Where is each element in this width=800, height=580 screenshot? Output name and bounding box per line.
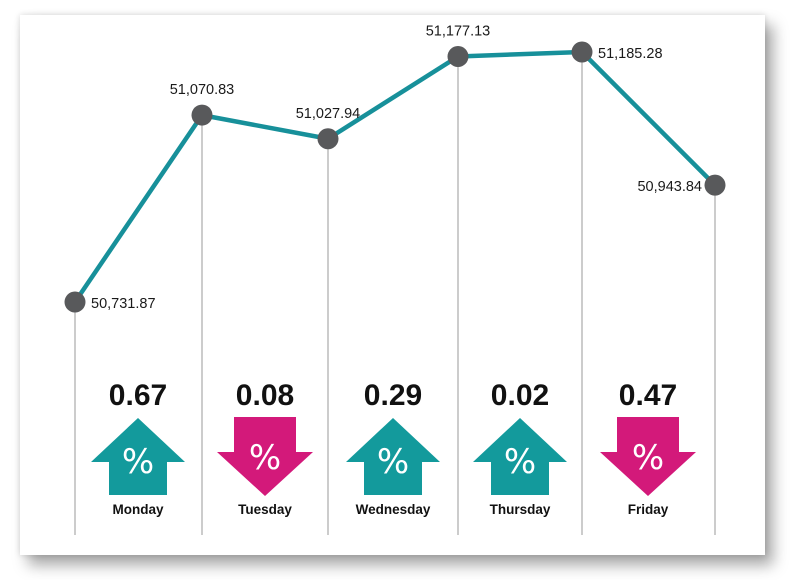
percent-icon-friday: % (632, 438, 664, 478)
up-arrow-icon-monday (91, 418, 185, 495)
percent-change-thursday: 0.02 (491, 379, 549, 412)
value-label-1: 51,070.83 (170, 82, 235, 98)
down-arrow-icon-friday (600, 417, 696, 496)
value-label-4: 51,185.28 (598, 46, 663, 62)
value-label-2: 51,027.94 (296, 106, 361, 122)
day-label-tuesday: Tuesday (238, 502, 292, 517)
value-label-3: 51,177.13 (426, 23, 491, 39)
percent-icon-monday: % (122, 442, 154, 482)
percent-change-friday: 0.47 (619, 379, 677, 412)
day-label-monday: Monday (112, 502, 163, 517)
percent-icon-wednesday: % (377, 442, 409, 482)
down-arrow-icon-tuesday (217, 417, 313, 496)
day-label-friday: Friday (628, 502, 669, 517)
data-point-2 (317, 128, 339, 150)
data-point-5 (704, 174, 726, 196)
data-point-4 (571, 41, 593, 63)
data-point-0 (64, 291, 86, 313)
data-point-3 (447, 45, 469, 67)
data-point-1 (191, 104, 213, 126)
day-label-wednesday: Wednesday (356, 502, 431, 517)
series-line (72, 49, 718, 305)
up-arrow-icon-wednesday (346, 418, 440, 495)
value-label-0: 50,731.87 (91, 296, 156, 312)
percent-icon-tuesday: % (249, 438, 281, 478)
percent-change-wednesday: 0.29 (364, 379, 422, 412)
day-label-thursday: Thursday (490, 502, 551, 517)
value-label-5: 50,943.84 (637, 179, 702, 195)
percent-change-monday: 0.67 (109, 379, 167, 412)
up-arrow-icon-thursday (473, 418, 567, 495)
percent-change-tuesday: 0.08 (236, 379, 294, 412)
percent-icon-thursday: % (504, 442, 536, 482)
